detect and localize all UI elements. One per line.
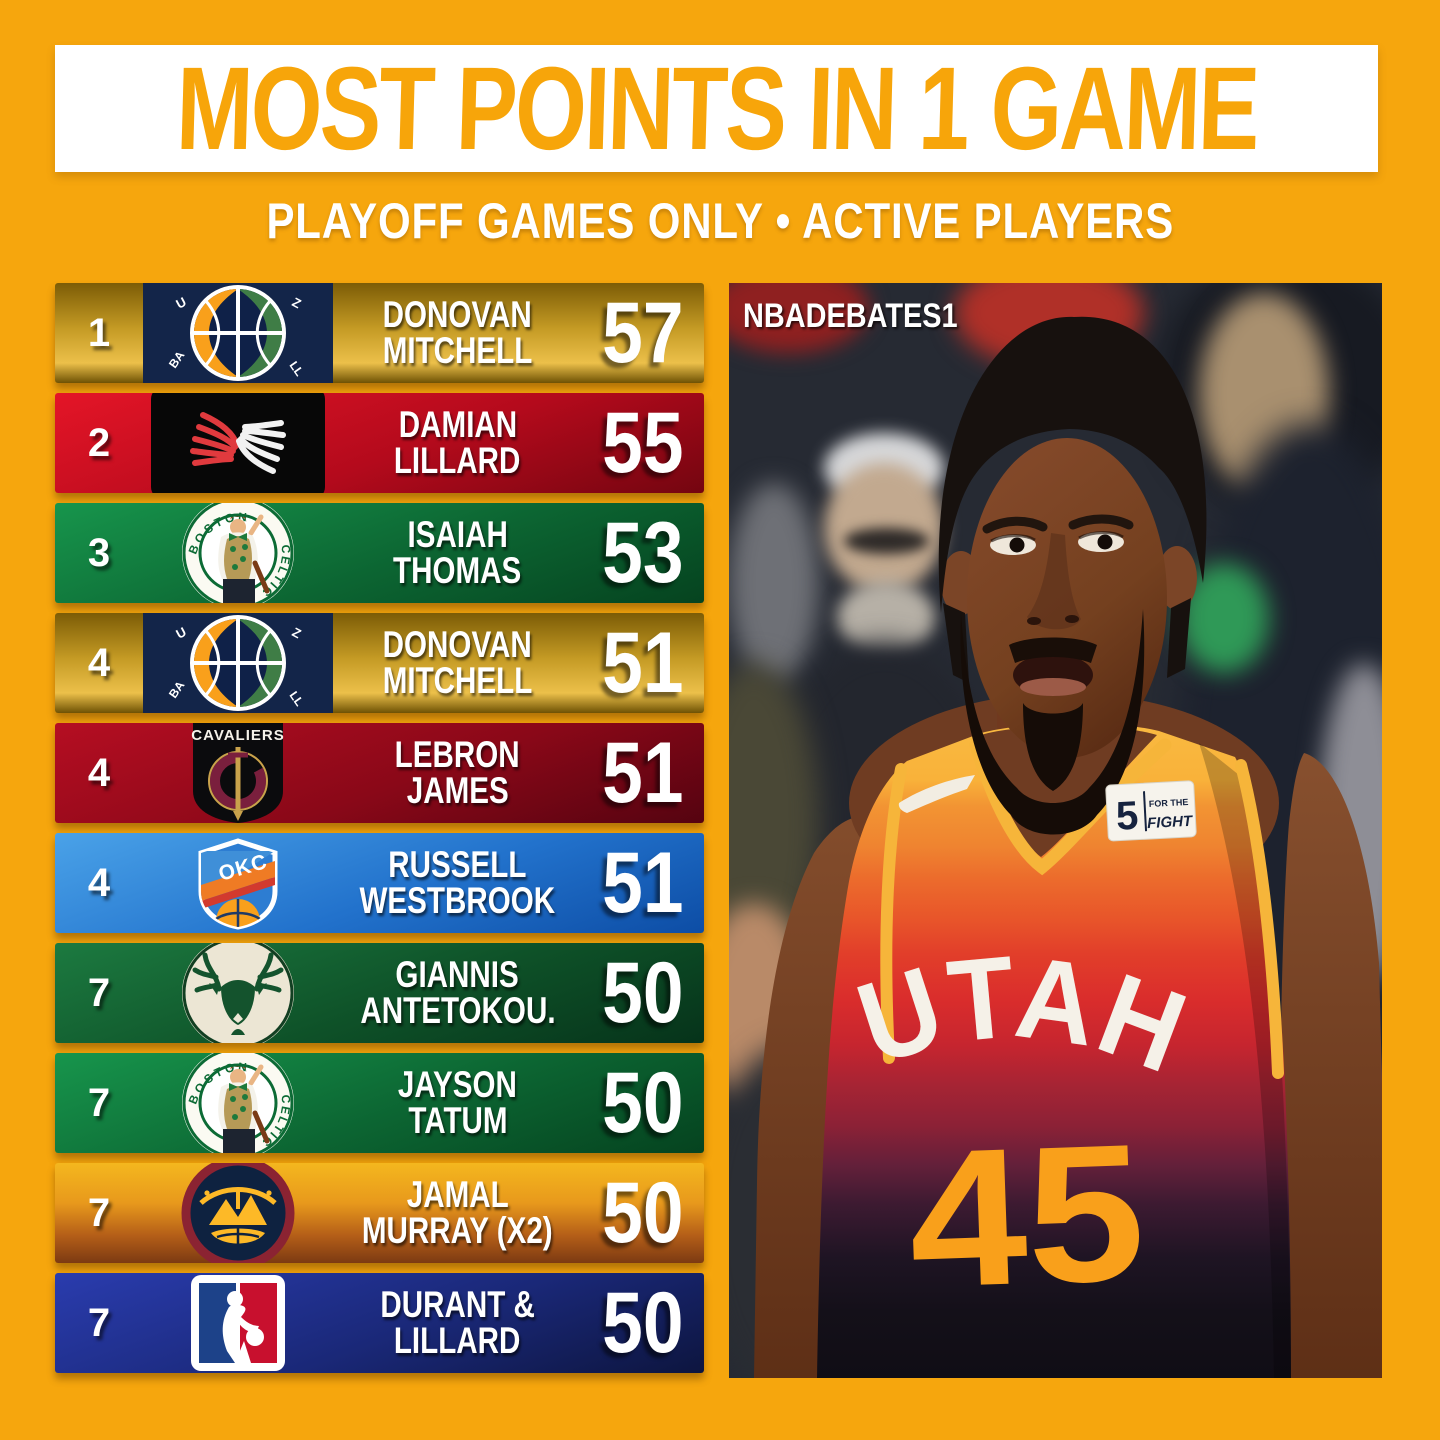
rank-label: 7 <box>87 1080 111 1125</box>
table-row: 4 OKC RUSSELL <box>55 833 704 933</box>
rank-label: 7 <box>87 970 111 1015</box>
svg-text:U: U <box>173 294 188 312</box>
cavaliers-logo-icon: CAVALIERS <box>143 723 333 823</box>
bucks-logo-icon <box>143 943 333 1043</box>
svg-text:LL: LL <box>287 689 307 709</box>
player-name: LEBRON JAMES <box>394 734 520 811</box>
table-row: 4 U Z BA LL DONOVAN MITCHELL <box>55 613 704 713</box>
points-value: 57 <box>602 284 684 381</box>
trail-blazers-logo-icon <box>143 393 333 493</box>
celtics-logo-icon: BOSTON CELTICS <box>143 1053 333 1153</box>
points-value: 51 <box>602 724 684 821</box>
page-title: MOST POINTS IN 1 GAME <box>174 42 1259 175</box>
player-name: JAYSON TATUM <box>397 1064 517 1141</box>
points-value: 50 <box>602 944 684 1041</box>
svg-text:BA: BA <box>166 678 188 701</box>
rank-label: 3 <box>87 530 111 575</box>
player-name: JAMAL MURRAY (X2) <box>362 1174 553 1251</box>
player-name: RUSSELL WESTBROOK <box>359 844 556 921</box>
rank-label: 4 <box>87 860 111 905</box>
nike-swoosh-icon <box>898 775 975 813</box>
table-row: 7 DURANT & LILLARD 50 <box>55 1273 704 1373</box>
table-row: 7 <box>55 943 704 1043</box>
page-subtitle: PLAYOFF GAMES ONLY • ACTIVE PLAYERS <box>266 193 1174 249</box>
ranking-list: 1 U Z BA LL DONOVAN MITCHELL <box>55 283 704 1383</box>
points-value: 53 <box>602 504 684 601</box>
svg-text:FIGHT: FIGHT <box>1147 813 1195 832</box>
svg-text:Z: Z <box>290 624 304 641</box>
player-name: ISAIAH THOMAS <box>393 514 522 591</box>
points-value: 51 <box>602 614 684 711</box>
watermark: NBADEBATES1 <box>743 297 958 335</box>
okc-thunder-logo-icon: OKC <box>143 833 333 933</box>
table-row: 3 BOSTON CELTICS <box>55 503 704 603</box>
svg-text:CAVALIERS: CAVALIERS <box>191 727 284 744</box>
rank-label: 1 <box>87 310 111 355</box>
celtics-logo-icon: BOSTON CELTICS <box>143 503 333 603</box>
crowd-blob <box>837 581 935 653</box>
utah-jazz-logo-icon: U Z BA LL <box>143 613 333 713</box>
rank-label: 4 <box>87 640 111 685</box>
svg-text:U: U <box>173 624 188 642</box>
player-name: DONOVAN MITCHELL <box>382 624 533 701</box>
points-value: 55 <box>602 394 684 491</box>
svg-text:BA: BA <box>166 348 188 371</box>
crowd-blob <box>844 528 929 554</box>
rank-label: 2 <box>87 420 111 465</box>
nuggets-logo-icon <box>143 1163 333 1263</box>
crowd-blob <box>729 483 819 683</box>
table-row: 2 <box>55 393 704 493</box>
svg-text:Z: Z <box>290 294 304 311</box>
table-row: 7 BOSTON CELTICS <box>55 1053 704 1153</box>
svg-text:LL: LL <box>287 359 307 379</box>
player-name: DONOVAN MITCHELL <box>382 294 533 371</box>
rank-label: 7 <box>87 1190 111 1235</box>
rank-label: 4 <box>87 750 111 795</box>
svg-text:5: 5 <box>1115 794 1140 839</box>
points-value: 51 <box>602 834 684 931</box>
utah-jazz-logo-icon: U Z BA LL <box>143 283 333 383</box>
donovan-mitchell-figure: 5 FOR THE FIGHT UTAH 45 <box>754 316 1382 1378</box>
points-value: 50 <box>602 1054 684 1151</box>
title-box: MOST POINTS IN 1 GAME <box>55 43 1378 175</box>
player-name: DURANT & LILLARD <box>380 1284 535 1361</box>
table-row: 7 JAMAL MURRAY (X2) 50 <box>55 1163 704 1263</box>
player-name: GIANNIS ANTETOKOU. <box>359 954 556 1031</box>
five-for-the-fight-patch: 5 FOR THE FIGHT <box>1105 780 1197 842</box>
rank-label: 7 <box>87 1300 111 1345</box>
table-row: 4 CAVALIERS LEBRON JAMES 51 <box>55 723 704 823</box>
table-row: 1 U Z BA LL DONOVAN MITCHELL <box>55 283 704 383</box>
points-value: 50 <box>602 1274 684 1371</box>
points-value: 50 <box>602 1164 684 1261</box>
svg-text:FOR THE: FOR THE <box>1149 797 1189 809</box>
nba-logo-icon <box>143 1273 333 1373</box>
player-name: DAMIAN LILLARD <box>394 404 521 481</box>
jersey-number: 45 <box>905 1103 1147 1329</box>
player-photo: 5 FOR THE FIGHT UTAH 45 NBADEBATES1 <box>729 283 1382 1378</box>
